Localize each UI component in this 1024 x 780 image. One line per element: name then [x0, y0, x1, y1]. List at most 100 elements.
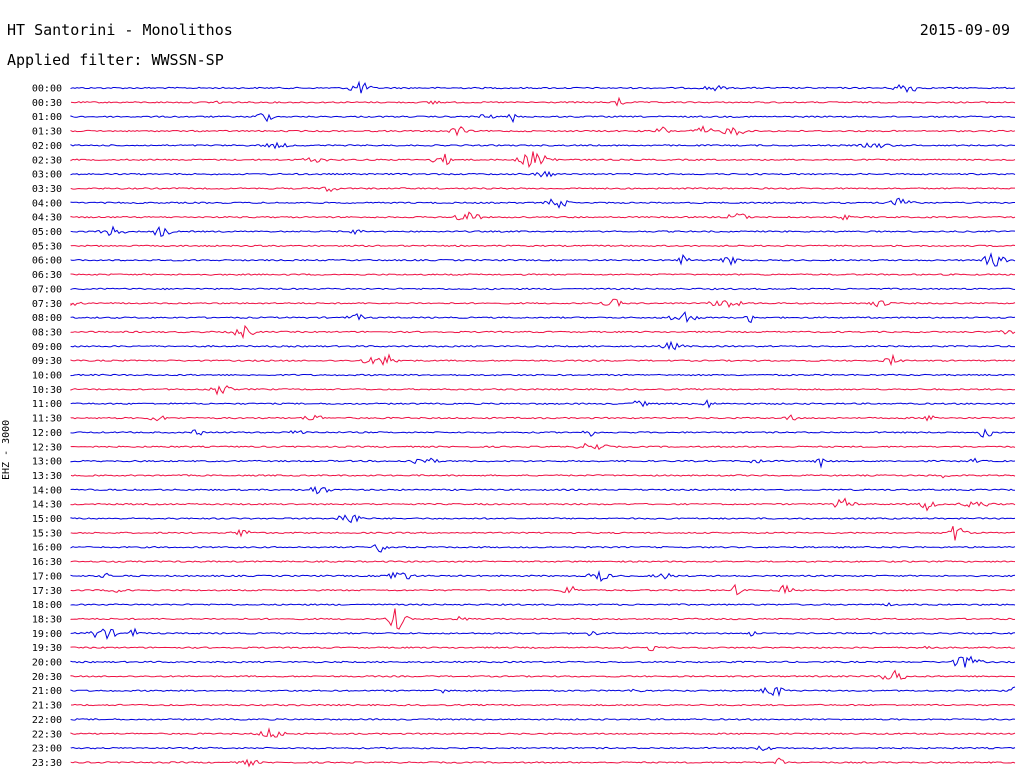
- trace-line: [70, 727, 1016, 738]
- row-time-label: 08:00: [32, 313, 62, 324]
- trace-line: [70, 96, 1016, 107]
- row-time-label: 21:30: [32, 701, 62, 712]
- trace-line: [70, 244, 1016, 248]
- trace-line: [70, 298, 1016, 309]
- row-time-label: 16:30: [32, 557, 62, 568]
- trace-line: [70, 414, 1016, 422]
- row-time-label: 06:30: [32, 270, 62, 281]
- trace-line: [70, 442, 1016, 451]
- row-time-label: 08:30: [32, 327, 62, 338]
- row-time-label: 10:00: [32, 371, 62, 382]
- row-time-label: 07:00: [32, 284, 62, 295]
- trace-line: [70, 526, 1016, 541]
- trace-line: [70, 113, 1016, 124]
- row-time-label: 03:00: [32, 170, 62, 181]
- row-time-label: 12:00: [32, 428, 62, 439]
- row-time-label: 02:30: [32, 155, 62, 166]
- filter-label: Applied filter: WWSSN-SP: [7, 51, 224, 69]
- row-time-label: 13:30: [32, 471, 62, 482]
- trace-line: [70, 428, 1016, 438]
- trace-line: [70, 457, 1016, 469]
- row-time-label: 00:00: [32, 84, 62, 95]
- trace-line: [70, 602, 1016, 607]
- trace-line: [70, 141, 1015, 150]
- row-time-label: 23:30: [32, 758, 62, 769]
- row-time-label: 13:00: [32, 457, 62, 468]
- trace-line: [70, 669, 1016, 680]
- row-time-label: 15:00: [32, 514, 62, 525]
- trace-line: [70, 151, 1016, 169]
- row-time-label: 04:30: [32, 213, 62, 224]
- row-time-label: 05:30: [32, 241, 62, 252]
- row-time-label: 03:30: [32, 184, 62, 195]
- trace-line: [70, 757, 1016, 768]
- date-label: 2015-09-09: [919, 21, 1010, 39]
- trace-line: [70, 340, 1015, 351]
- row-time-label: 09:30: [32, 356, 62, 367]
- row-time-label: 11:00: [32, 399, 62, 410]
- row-time-label: 04:00: [32, 198, 62, 209]
- trace-line: [70, 373, 1016, 377]
- trace-line: [70, 745, 1016, 752]
- trace-line: [70, 287, 1016, 291]
- trace-line: [71, 703, 1016, 707]
- row-time-label: 06:00: [32, 256, 62, 267]
- row-time-label: 02:00: [32, 141, 62, 152]
- row-time-label: 16:00: [32, 543, 62, 554]
- trace-line: [70, 655, 1016, 668]
- trace-line: [70, 197, 1015, 209]
- trace-line: [70, 514, 1016, 524]
- trace-line: [70, 311, 1016, 324]
- row-time-label: 14:00: [32, 485, 62, 496]
- row-time-label: 22:00: [32, 715, 62, 726]
- row-time-label: 01:00: [32, 112, 62, 123]
- trace-line: [70, 211, 1016, 221]
- row-time-label: 17:00: [32, 571, 62, 582]
- row-time-label: 01:30: [32, 127, 62, 138]
- trace-line: [70, 273, 1016, 276]
- station-title: HT Santorini - Monolithos: [7, 21, 233, 39]
- trace-line: [70, 353, 1016, 367]
- row-time-label: 12:30: [32, 442, 62, 453]
- row-time-label: 19:00: [32, 629, 62, 640]
- row-time-label: 18:00: [32, 600, 62, 611]
- trace-line: [70, 627, 1016, 640]
- trace-line: [70, 718, 1016, 721]
- row-time-label: 05:00: [32, 227, 62, 238]
- row-time-label: 20:00: [32, 658, 62, 669]
- row-time-label: 07:30: [32, 299, 62, 310]
- trace-line: [70, 399, 1016, 409]
- row-time-label: 17:30: [32, 586, 62, 597]
- trace-line: [70, 186, 1015, 193]
- trace-line: [70, 80, 1016, 94]
- trace-line: [70, 570, 1016, 583]
- row-time-label: 11:30: [32, 414, 62, 425]
- row-time-label: 15:30: [32, 528, 62, 539]
- trace-line: [70, 686, 1016, 697]
- row-time-label: 19:30: [32, 643, 62, 654]
- row-time-label: 23:00: [32, 744, 62, 755]
- trace-line: [70, 645, 1016, 652]
- trace-line: [70, 560, 1016, 563]
- trace-line: [70, 485, 1016, 495]
- row-time-label: 00:30: [32, 98, 62, 109]
- trace-line: [70, 474, 1016, 479]
- trace-line: [70, 608, 1016, 630]
- row-time-label: 21:00: [32, 686, 62, 697]
- trace-line: [70, 497, 1016, 512]
- row-time-label: 14:30: [32, 500, 62, 511]
- trace-line: [70, 125, 1016, 137]
- row-time-label: 22:30: [32, 729, 62, 740]
- row-time-label: 20:30: [32, 672, 62, 683]
- trace-line: [70, 170, 1016, 178]
- trace-line: [70, 583, 1016, 596]
- row-time-label: 10:30: [32, 385, 62, 396]
- trace-line: [70, 225, 1016, 237]
- trace-line: [70, 385, 1016, 396]
- row-time-label: 09:00: [32, 342, 62, 353]
- row-time-label: 18:30: [32, 614, 62, 625]
- trace-line: [70, 544, 1016, 553]
- trace-line: [70, 324, 1016, 340]
- trace-line: [70, 252, 1016, 267]
